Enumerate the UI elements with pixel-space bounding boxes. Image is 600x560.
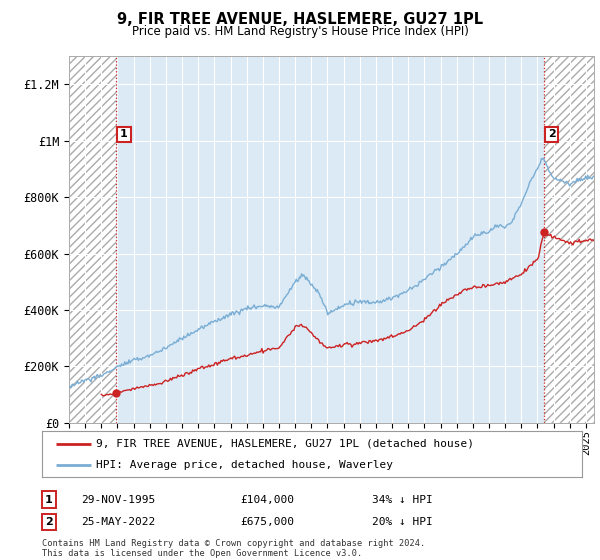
Text: HPI: Average price, detached house, Waverley: HPI: Average price, detached house, Wave… <box>96 460 393 470</box>
Text: 9, FIR TREE AVENUE, HASLEMERE, GU27 1PL (detached house): 9, FIR TREE AVENUE, HASLEMERE, GU27 1PL … <box>96 438 474 449</box>
Text: 29-NOV-1995: 29-NOV-1995 <box>81 494 155 505</box>
Text: 20% ↓ HPI: 20% ↓ HPI <box>372 517 433 527</box>
Text: £675,000: £675,000 <box>240 517 294 527</box>
Text: £104,000: £104,000 <box>240 494 294 505</box>
Bar <box>69 56 116 423</box>
Text: 25-MAY-2022: 25-MAY-2022 <box>81 517 155 527</box>
Text: 1: 1 <box>45 494 53 505</box>
Text: 1: 1 <box>120 129 128 139</box>
Text: Contains HM Land Registry data © Crown copyright and database right 2024.
This d: Contains HM Land Registry data © Crown c… <box>42 539 425 558</box>
Text: 34% ↓ HPI: 34% ↓ HPI <box>372 494 433 505</box>
Text: 2: 2 <box>45 517 53 527</box>
Text: Price paid vs. HM Land Registry's House Price Index (HPI): Price paid vs. HM Land Registry's House … <box>131 25 469 38</box>
Bar <box>544 56 594 423</box>
Text: 9, FIR TREE AVENUE, HASLEMERE, GU27 1PL: 9, FIR TREE AVENUE, HASLEMERE, GU27 1PL <box>117 12 483 27</box>
Text: 2: 2 <box>548 129 556 139</box>
